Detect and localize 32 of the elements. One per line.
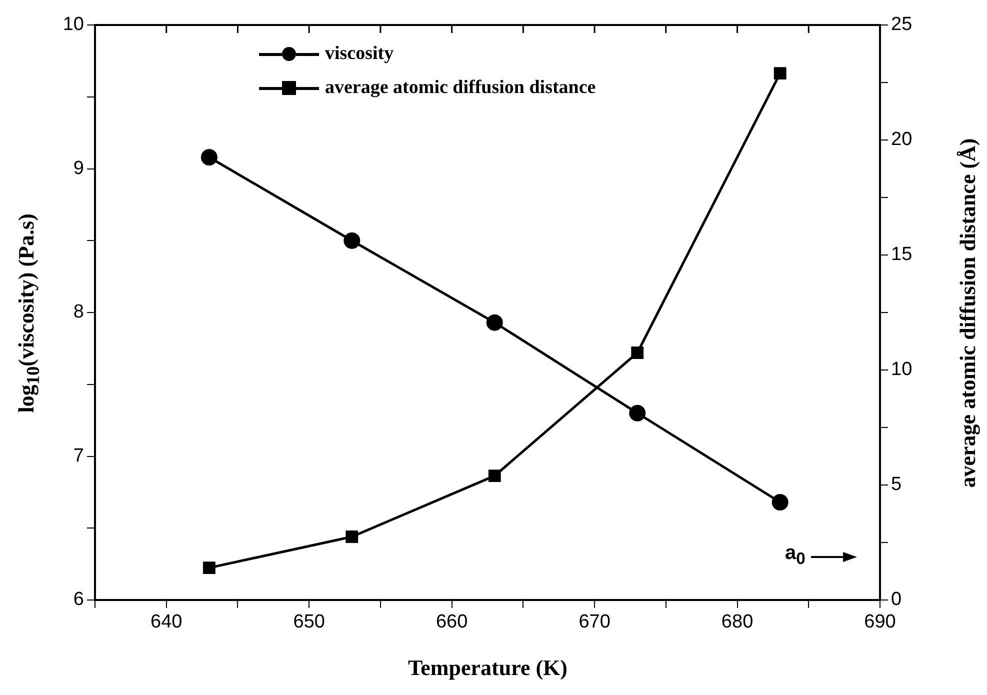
- y-tick-label: 7: [73, 445, 84, 466]
- point: [344, 232, 360, 249]
- point: [629, 404, 646, 422]
- point: [772, 494, 788, 510]
- y-tick-label: 9: [73, 158, 84, 179]
- y-tick-label: 6: [73, 589, 84, 610]
- y2-tick-label: 10: [891, 359, 912, 380]
- point: [631, 346, 644, 359]
- point: [346, 530, 358, 543]
- x-tick-label: 670: [578, 612, 610, 633]
- y2-tick-label: 25: [891, 14, 912, 36]
- x-tick-label: 660: [436, 612, 468, 633]
- y2-tick-label: 20: [891, 129, 912, 150]
- legend-label: viscosity: [325, 43, 394, 65]
- point: [774, 67, 786, 80]
- x-tick-label: 680: [721, 612, 754, 633]
- y-tick-label: 8: [73, 302, 84, 323]
- y2-axis-title: average atomic diffusion distance (Å): [954, 138, 981, 488]
- point: [202, 562, 216, 574]
- point: [486, 314, 503, 331]
- point: [200, 149, 218, 166]
- x-tick-label: 690: [864, 612, 896, 633]
- point: [488, 470, 501, 482]
- x-axis-title: Temperature (K): [408, 655, 568, 681]
- annotation: a$_{0}$: [785, 542, 806, 569]
- x-tick-label: 650: [293, 612, 325, 633]
- y-tick-label: 10: [62, 14, 84, 36]
- legend-label: average atomic diffusion distance: [325, 77, 596, 99]
- y2-tick-label: 0: [891, 589, 902, 610]
- y2-tick-label: 5: [891, 474, 902, 496]
- x-tick-label: 640: [150, 612, 182, 633]
- y2-tick-label: 15: [891, 244, 912, 266]
